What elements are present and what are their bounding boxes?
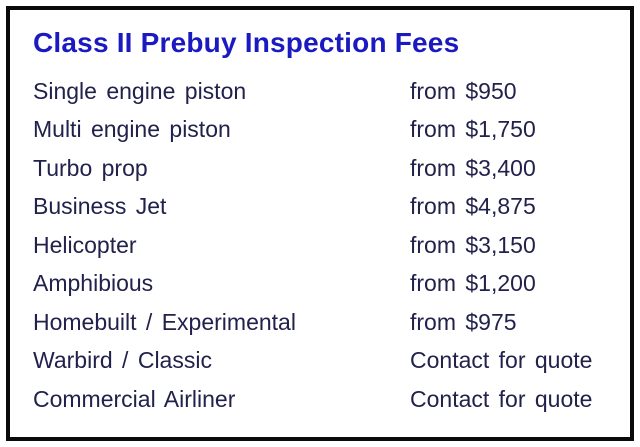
aircraft-type-label: Warbird / Classic: [33, 347, 212, 374]
fee-table-frame: Class II Prebuy Inspection Fees Single e…: [6, 6, 634, 441]
fee-value: Contact for quote: [410, 385, 593, 412]
aircraft-type-label: Helicopter: [33, 231, 137, 258]
fee-value: from $4,875: [410, 193, 536, 220]
aircraft-type-label: Amphibious: [33, 270, 154, 297]
table-row: Commercial Airliner Contact for quote: [33, 380, 612, 419]
table-row: Turbo prop from $3,400: [33, 149, 612, 188]
aircraft-type-label: Single engine piston: [33, 77, 247, 104]
fee-value: from $950: [410, 77, 517, 104]
table-row: Warbird / Classic Contact for quote: [33, 342, 612, 381]
fee-value: from $1,750: [410, 116, 536, 143]
aircraft-type-label: Commercial Airliner: [33, 385, 236, 412]
table-row: Helicopter from $3,150: [33, 226, 612, 265]
fee-value: from $975: [410, 308, 517, 335]
fee-value: from $3,150: [410, 231, 536, 258]
aircraft-type-label: Business Jet: [33, 193, 167, 220]
table-row: Homebuilt / Experimental from $975: [33, 303, 612, 342]
aircraft-type-label: Turbo prop: [33, 154, 148, 181]
aircraft-type-label: Homebuilt / Experimental: [33, 308, 296, 335]
fee-value: from $1,200: [410, 270, 536, 297]
table-row: Multi engine piston from $1,750: [33, 111, 612, 150]
fee-table: Single engine piston from $950 Multi eng…: [33, 72, 612, 419]
fee-value: from $3,400: [410, 154, 536, 181]
table-row: Amphibious from $1,200: [33, 265, 612, 304]
aircraft-type-label: Multi engine piston: [33, 116, 231, 143]
fee-table-content: Class II Prebuy Inspection Fees Single e…: [10, 10, 630, 419]
page-title: Class II Prebuy Inspection Fees: [33, 27, 460, 58]
fee-value: Contact for quote: [410, 347, 593, 374]
table-row: Business Jet from $4,875: [33, 188, 612, 227]
table-row: Single engine piston from $950: [33, 72, 612, 111]
